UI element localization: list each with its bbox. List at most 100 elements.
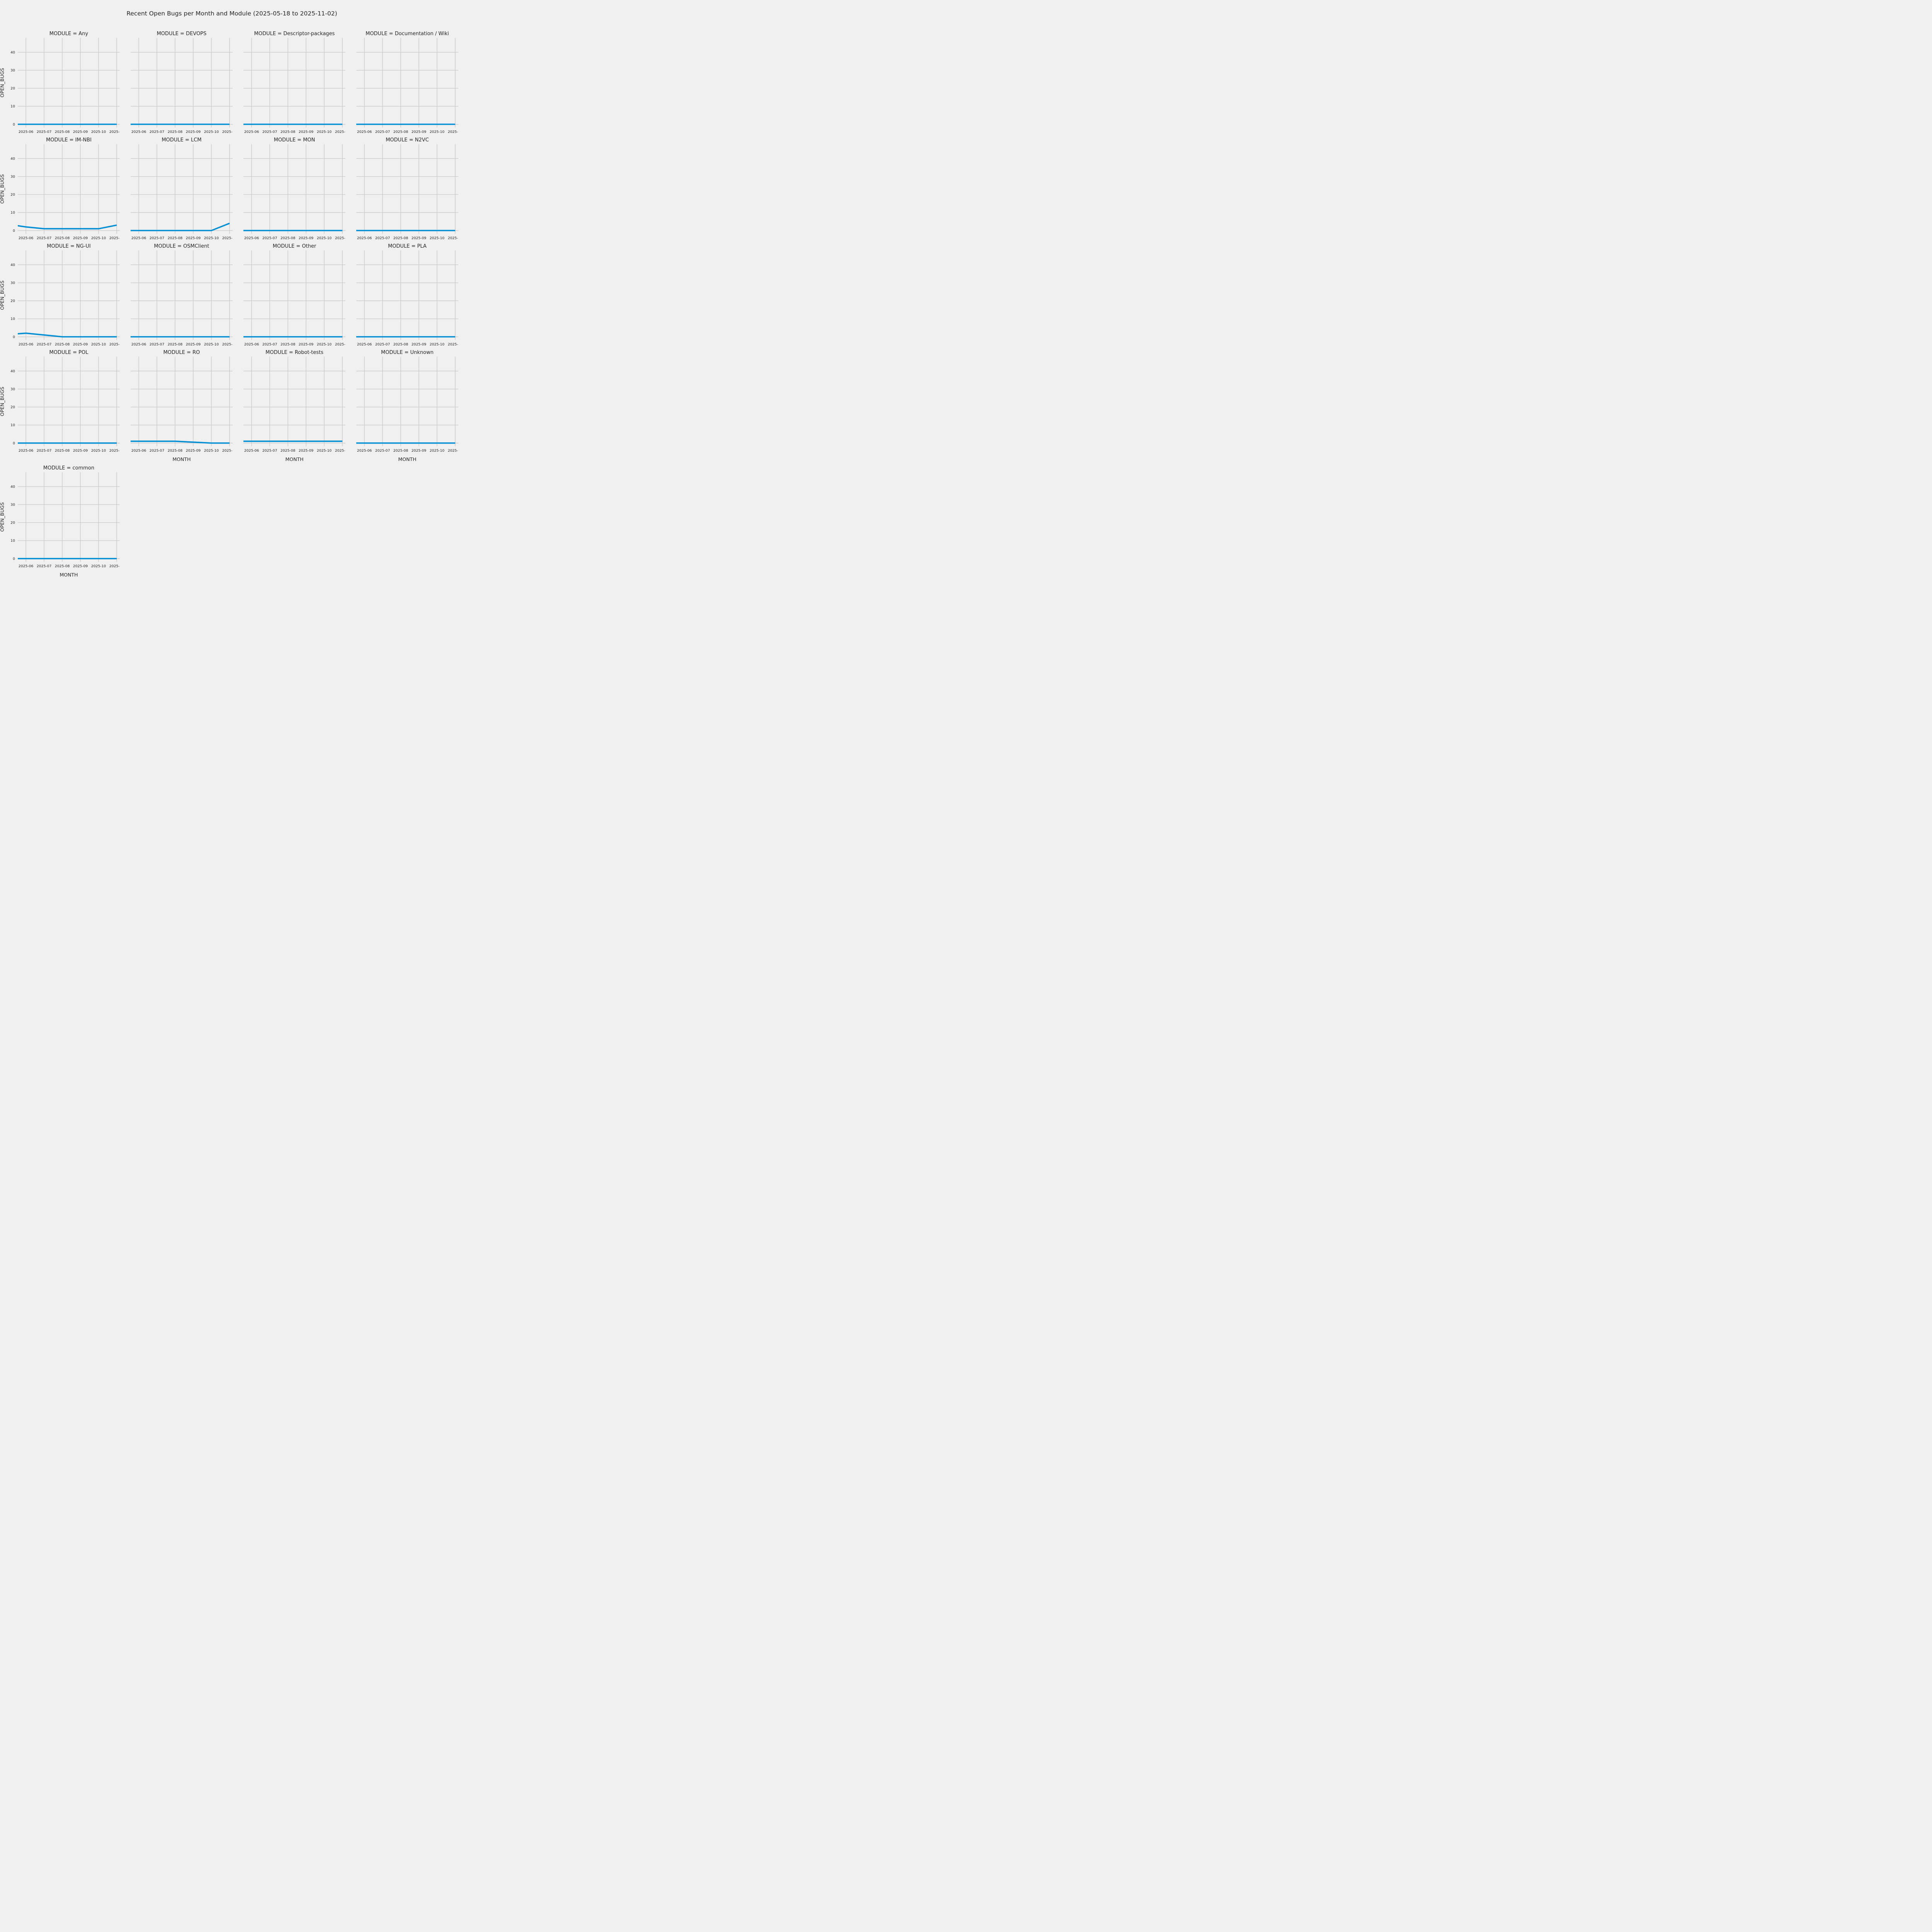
x-axis-label: MONTH xyxy=(398,456,416,462)
facet-grid: MODULE = Any 2025-06 2025-07 2025-08 2025-09… xyxy=(0,30,464,579)
x-tick-label: 2025-11 xyxy=(109,236,120,240)
grid xyxy=(243,144,345,234)
x-tick-label: 2025-11 xyxy=(109,449,120,453)
facet-row-3: MODULE = NG-UI 2025-06 2025-07 2025-08 2025-… xyxy=(0,243,464,348)
facet-title: MODULE = N2VC xyxy=(386,137,429,143)
x-tick-label: 2025-11 xyxy=(448,342,458,347)
x-tick-label: 2025-06 xyxy=(19,449,34,453)
series-line xyxy=(18,224,117,230)
x-tick-label: 2025-10 xyxy=(317,236,332,240)
x-tick-label: 2025-06 xyxy=(131,130,146,134)
x-tick-label: 2025-11 xyxy=(109,130,120,134)
grid xyxy=(18,250,120,340)
x-tick-label: 2025-10 xyxy=(91,130,106,134)
facet-title: MODULE = IM-NBI xyxy=(46,137,92,143)
series-line xyxy=(18,332,117,338)
x-tick-label: 2025-09 xyxy=(73,236,88,240)
x-tick-label: 2025-07 xyxy=(262,236,277,240)
x-tick-label: 2025-09 xyxy=(73,342,88,347)
x-tick-label: 2025-09 xyxy=(412,449,427,453)
x-tick-label: 2025-08 xyxy=(393,342,408,347)
y-tick-label: 40 xyxy=(10,156,15,161)
x-tick-label: 2025-07 xyxy=(262,130,277,134)
y-tick-label: 10 xyxy=(10,104,15,109)
x-tick-label: 2025-10 xyxy=(430,449,445,453)
facet-title: MODULE = RO xyxy=(163,350,200,355)
x-tick-label: 2025-09 xyxy=(412,342,427,347)
x-tick-label: 2025-09 xyxy=(412,236,427,240)
grid xyxy=(18,144,120,234)
x-tick-label: 2025-07 xyxy=(375,342,390,347)
x-tick-label: 2025-11 xyxy=(109,564,120,568)
facet-POL: MODULE = POL 2025-06 2025-07 2025-08 2025-09… xyxy=(0,350,120,453)
x-tick-label: 2025-08 xyxy=(168,236,183,240)
x-tick-label: 2025-08 xyxy=(281,449,296,453)
facet-title: MODULE = Descriptor-packages xyxy=(254,31,335,37)
x-tick-label: 2025-10 xyxy=(430,130,445,134)
facet-row-4: MODULE = POL 2025-06 2025-07 2025-08 2025-09… xyxy=(0,349,464,463)
grid xyxy=(131,357,233,446)
y-tick-label: 40 xyxy=(10,50,15,54)
x-tick-label: 2025-11 xyxy=(222,342,233,347)
x-tick-label: 2025-06 xyxy=(19,564,34,568)
x-tick-label: 2025-09 xyxy=(186,130,201,134)
x-tick-label: 2025-08 xyxy=(55,342,70,347)
x-tick-label: 2025-06 xyxy=(244,130,259,134)
x-tick-label: 2025-09 xyxy=(299,342,314,347)
facet-Documentation / Wiki: MODULE = Documentation / Wiki2025-06 2025… xyxy=(356,31,458,134)
facet-title: MODULE = Documentation / Wiki xyxy=(366,31,449,37)
facet-title: MODULE = Any xyxy=(49,31,88,37)
x-tick-label: 2025-11 xyxy=(222,130,233,134)
x-tick-label: 2025-07 xyxy=(37,236,52,240)
x-tick-label: 2025-08 xyxy=(55,236,70,240)
series-line xyxy=(131,223,230,231)
x-tick-label: 2025-06 xyxy=(357,449,372,453)
x-tick-label: 2025-08 xyxy=(55,130,70,134)
y-tick-label: 40 xyxy=(10,263,15,267)
facet-title: MODULE = PLA xyxy=(388,243,427,249)
grid xyxy=(356,250,458,340)
x-tick-label: 2025-09 xyxy=(299,449,314,453)
x-tick-label: 2025-07 xyxy=(37,342,52,347)
x-tick-label: 2025-08 xyxy=(168,342,183,347)
x-tick-label: 2025-09 xyxy=(299,130,314,134)
facet-title: MODULE = Unknown xyxy=(381,350,434,355)
y-tick-label: 30 xyxy=(10,387,15,391)
grid xyxy=(356,357,458,446)
x-tick-label: 2025-11 xyxy=(448,449,458,453)
x-tick-label: 2025-07 xyxy=(150,130,165,134)
y-tick-label: 40 xyxy=(10,369,15,373)
facet-row-1: MODULE = Any 2025-06 2025-07 2025-08 2025-09… xyxy=(0,30,464,135)
series-line xyxy=(131,440,230,444)
x-tick-label: 2025-07 xyxy=(262,342,277,347)
y-tick-label: 0 xyxy=(13,557,15,561)
facet-title: MODULE = Robot-tests xyxy=(265,350,323,355)
facet-title: MODULE = Other xyxy=(273,243,316,249)
y-axis-label: OPEN_BUGS xyxy=(0,387,5,416)
figure-title: Recent Open Bugs per Month and Module (2… xyxy=(126,10,337,17)
x-tick-label: 2025-11 xyxy=(222,236,233,240)
y-tick-label: 0 xyxy=(13,229,15,233)
y-tick-label: 20 xyxy=(10,87,15,91)
x-tick-label: 2025-06 xyxy=(19,130,34,134)
x-tick-label: 2025-07 xyxy=(375,236,390,240)
x-tick-label: 2025-09 xyxy=(186,236,201,240)
x-tick-label: 2025-06 xyxy=(131,342,146,347)
x-tick-label: 2025-08 xyxy=(393,449,408,453)
x-tick-label: 2025-06 xyxy=(19,342,34,347)
facet-PLA: MODULE = PLA 2025-06 2025-07 2025-08 2025-09… xyxy=(356,243,458,347)
x-tick-label: 2025-11 xyxy=(335,449,345,453)
y-tick-label: 20 xyxy=(10,299,15,303)
grid xyxy=(131,144,233,234)
y-axis-label: OPEN_BUGS xyxy=(0,502,5,532)
x-tick-label: 2025-09 xyxy=(186,449,201,453)
y-tick-label: 10 xyxy=(10,539,15,543)
x-tick-label: 2025-09 xyxy=(299,236,314,240)
facet-title: MODULE = common xyxy=(43,465,94,471)
x-tick-label: 2025-07 xyxy=(375,449,390,453)
